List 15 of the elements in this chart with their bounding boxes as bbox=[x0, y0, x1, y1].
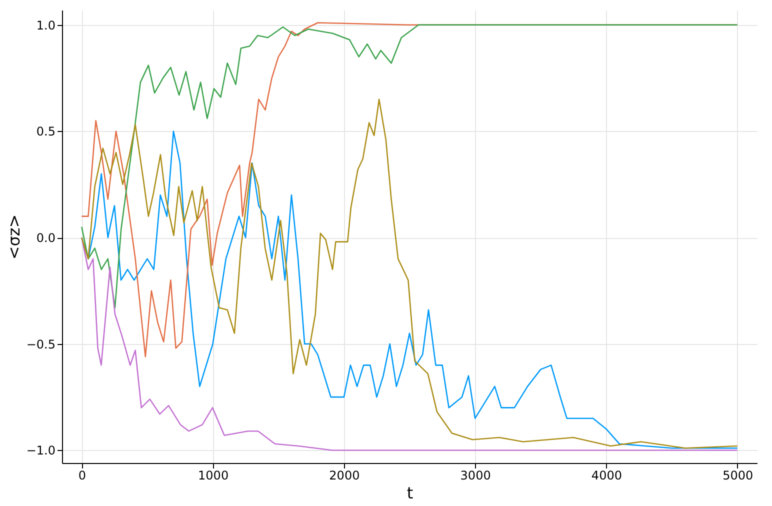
line-series bbox=[81, 24, 738, 308]
y-tick-label: −1.0 bbox=[26, 444, 56, 458]
x-tick-label: 2000 bbox=[329, 468, 360, 482]
y-tick-label: 0.0 bbox=[36, 231, 56, 246]
y-tick-label: 0.5 bbox=[36, 124, 56, 139]
y-tick-label: −0.5 bbox=[26, 337, 56, 352]
y-tick-label: 1.0 bbox=[36, 18, 56, 32]
x-tick-label: 1000 bbox=[198, 468, 229, 482]
y-axis-title: <σz> bbox=[4, 214, 24, 260]
x-tick-label: 4000 bbox=[591, 468, 622, 482]
x-tick-label: 3000 bbox=[460, 468, 491, 482]
x-axis-title: t bbox=[406, 484, 414, 502]
x-tick-label: 5000 bbox=[722, 468, 754, 482]
line-series bbox=[81, 236, 738, 451]
x-tick-label: 0 bbox=[78, 468, 86, 482]
